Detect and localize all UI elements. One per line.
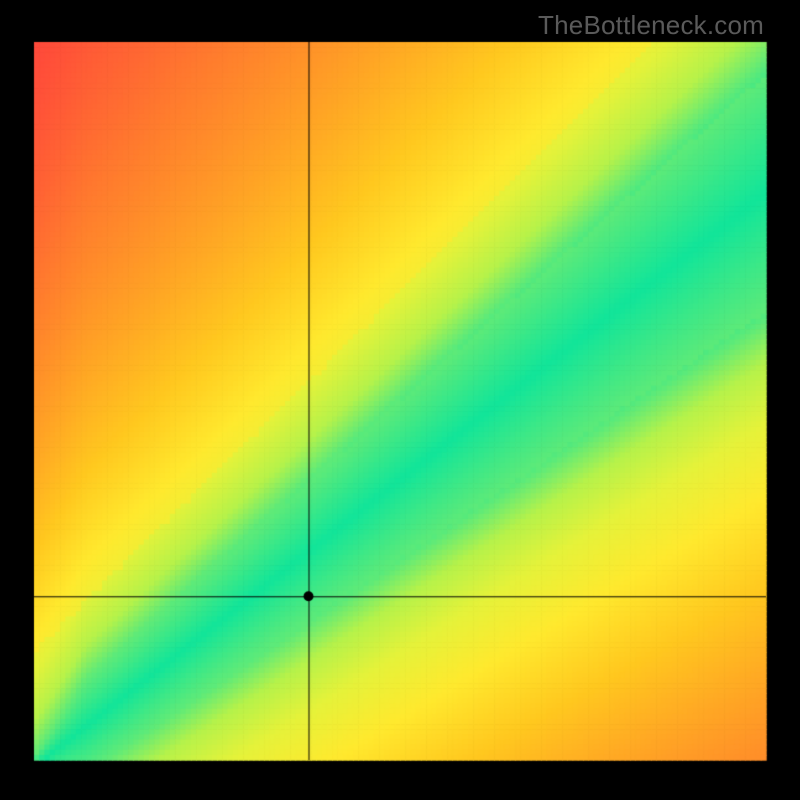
chart-container: { "canvas": { "width": 800, "height": 80… bbox=[0, 0, 800, 800]
bottleneck-heatmap bbox=[0, 0, 800, 800]
watermark-text: TheBottleneck.com bbox=[538, 10, 764, 41]
